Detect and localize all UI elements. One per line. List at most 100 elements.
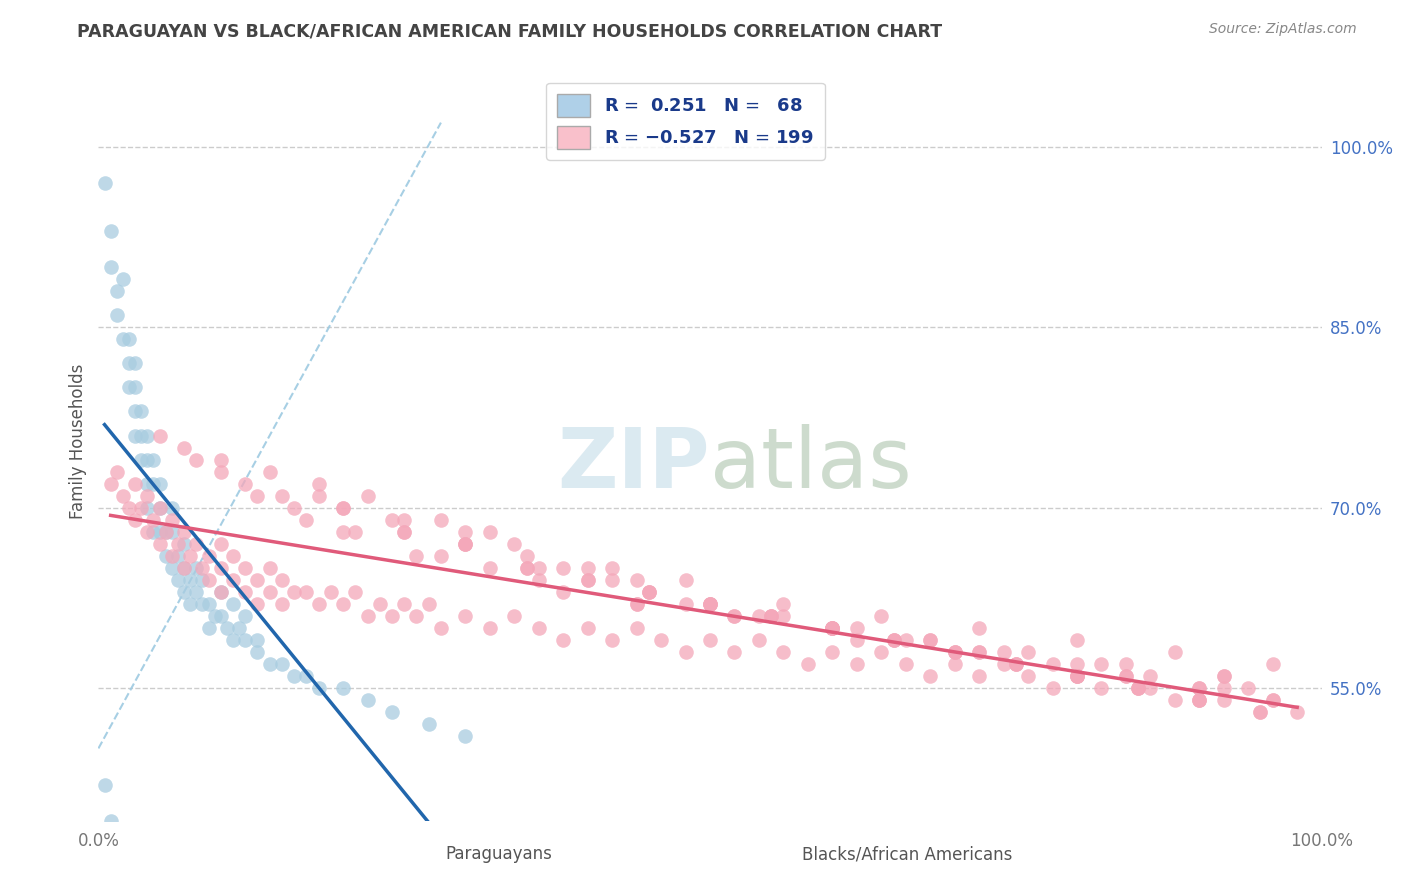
Point: [454, 537, 477, 551]
Point: [283, 500, 305, 515]
Point: [600, 573, 623, 587]
Point: [344, 524, 367, 539]
Point: [943, 645, 966, 659]
Point: [270, 597, 294, 611]
Point: [576, 621, 599, 635]
Point: [1164, 693, 1187, 707]
Point: [748, 609, 770, 624]
Point: [1261, 693, 1284, 707]
Point: [845, 621, 868, 635]
Point: [105, 284, 128, 298]
Point: [105, 465, 128, 479]
Point: [118, 380, 141, 394]
Point: [129, 452, 152, 467]
Point: [100, 224, 122, 238]
Point: [149, 537, 172, 551]
Point: [1212, 669, 1234, 683]
Point: [1164, 645, 1187, 659]
Point: [209, 561, 232, 575]
Point: [233, 633, 256, 648]
Point: [118, 332, 141, 346]
Point: [527, 573, 550, 587]
Point: [967, 645, 990, 659]
Point: [308, 597, 330, 611]
Point: [93, 176, 115, 190]
Point: [204, 609, 226, 624]
Point: [179, 549, 201, 563]
Point: [149, 500, 172, 515]
Point: [111, 332, 134, 346]
Point: [920, 669, 942, 683]
Point: [356, 609, 378, 624]
Point: [1066, 669, 1088, 683]
Point: [1017, 669, 1039, 683]
Point: [283, 669, 305, 683]
Point: [454, 537, 477, 551]
Point: [246, 645, 269, 659]
Point: [430, 513, 453, 527]
Point: [527, 561, 550, 575]
Point: [405, 609, 427, 624]
Point: [503, 609, 526, 624]
Point: [173, 441, 195, 455]
Point: [454, 730, 477, 744]
Point: [197, 621, 219, 635]
Point: [118, 500, 141, 515]
Text: ZIP: ZIP: [558, 424, 710, 505]
Point: [1212, 681, 1234, 696]
Point: [295, 669, 318, 683]
Point: [1115, 669, 1137, 683]
Point: [993, 657, 1015, 672]
Point: [332, 597, 354, 611]
Point: [173, 537, 195, 551]
Point: [1139, 669, 1161, 683]
Point: [1188, 693, 1211, 707]
Point: [675, 597, 697, 611]
Point: [173, 585, 195, 599]
Point: [270, 489, 294, 503]
Point: [259, 585, 281, 599]
Point: [246, 597, 269, 611]
Point: [1090, 657, 1112, 672]
Point: [821, 621, 844, 635]
Point: [319, 585, 342, 599]
Point: [155, 524, 177, 539]
Point: [356, 489, 378, 503]
Point: [699, 597, 721, 611]
Point: [637, 585, 661, 599]
Point: [160, 513, 183, 527]
Point: [392, 597, 416, 611]
Point: [233, 476, 256, 491]
Point: [761, 609, 783, 624]
Point: [111, 489, 134, 503]
Point: [149, 500, 172, 515]
Point: [100, 476, 122, 491]
Point: [124, 476, 146, 491]
Point: [149, 476, 172, 491]
Point: [920, 633, 942, 648]
Point: [222, 549, 245, 563]
Point: [1128, 681, 1150, 696]
Point: [699, 597, 721, 611]
Point: [748, 633, 770, 648]
Point: [381, 609, 404, 624]
Point: [308, 476, 330, 491]
Point: [167, 573, 190, 587]
Point: [772, 597, 794, 611]
Point: [418, 717, 440, 731]
Point: [1128, 681, 1150, 696]
Point: [167, 549, 190, 563]
Point: [845, 657, 868, 672]
Point: [883, 633, 905, 648]
Point: [209, 585, 232, 599]
Point: [553, 561, 575, 575]
Point: [173, 561, 195, 575]
Point: [392, 513, 416, 527]
Point: [1004, 657, 1026, 672]
Point: [332, 500, 354, 515]
Point: [392, 524, 416, 539]
Point: [155, 549, 177, 563]
Text: atlas: atlas: [710, 424, 911, 505]
Point: [870, 645, 893, 659]
Point: [124, 380, 146, 394]
